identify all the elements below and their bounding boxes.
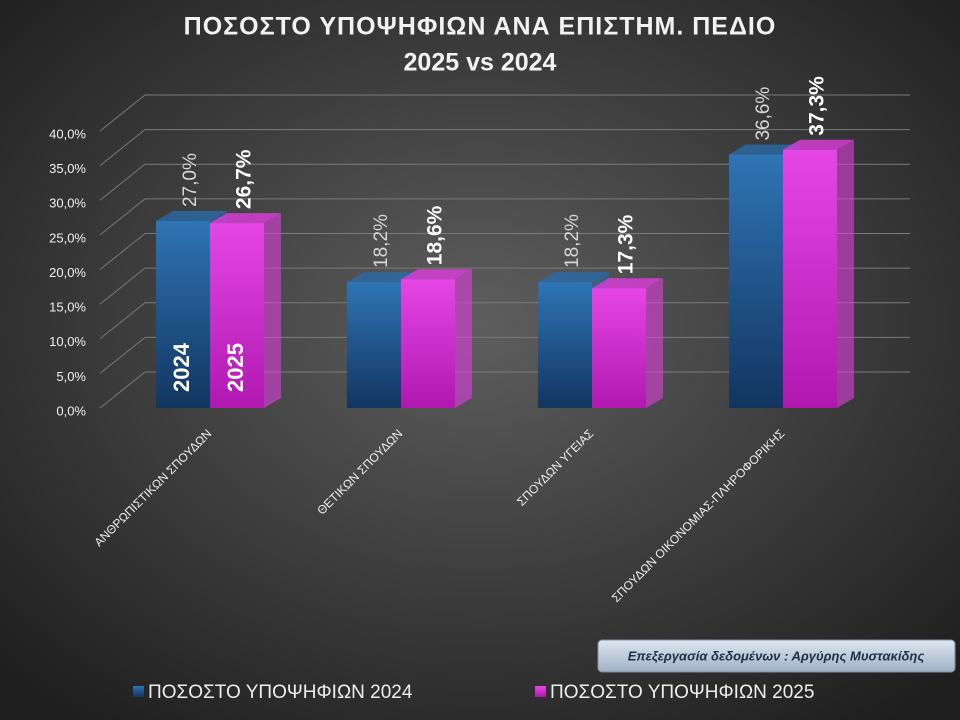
grid-line [99,129,910,167]
value-label: 26,7% [233,149,256,209]
bar-top [210,213,281,224]
y-tick-label: 25,0% [49,230,86,245]
grid-line [99,233,910,270]
bar-annotation: 2024 [169,342,194,392]
legend-swatch [133,686,144,697]
bar [401,279,455,408]
bar-side [837,139,854,408]
value-label: 36,6% [753,87,774,141]
y-tick-label: 15,0% [49,300,86,315]
bar-side [264,213,281,408]
y-tick-label: 0,0% [56,403,86,418]
bar-side [455,269,472,408]
y-tick-label: 30,0% [49,196,86,211]
bar [210,223,264,408]
y-tick-label: 5,0% [56,369,86,384]
bar-side [646,278,663,408]
legend-label: ΠΟΣΟΣΤΟ ΥΠΟΨΗΦΙΩΝ 2025 [550,682,814,703]
credit: Επεξεργασία δεδομένων : Αργύρης Μυστακίδ… [628,648,925,663]
legend-label: ΠΟΣΟΣΤΟ ΥΠΟΨΗΦΙΩΝ 2024 [148,682,413,703]
bar [156,221,210,408]
y-tick-label: 10,0% [49,334,86,349]
chart-title: ΠΟΣΟΣΤΟ ΥΠΟΨΗΦΙΩΝ ΑΝΑ ΕΠΙΣΤΗΜ. ΠΕΔΙΟ [184,13,777,41]
bar-top [156,211,227,222]
bar [729,154,783,408]
bar [538,281,592,408]
y-tick-label: 40,0% [49,126,86,141]
chart-subtitle: 2025 vs 2024 [404,49,557,77]
value-label: 37,3% [806,76,829,136]
grid-line [99,198,910,236]
bar [347,281,401,408]
y-tick-label: 20,0% [49,265,86,280]
value-label: 18,2% [562,214,583,268]
value-label: 18,6% [424,205,447,265]
bar-top [592,278,663,289]
credit-box [597,639,956,673]
y-tick-label: 35,0% [49,161,86,176]
value-label: 27,0% [180,153,201,207]
legend-swatch [535,686,546,697]
value-label: 17,3% [615,214,638,274]
bar-annotation: 2025 [223,343,248,392]
grid-line [99,267,910,305]
bar [783,149,837,408]
grid-line [99,94,910,132]
bar-top [347,271,418,282]
bar-top [783,139,854,150]
bar-top [401,269,472,280]
bar-top [729,144,800,155]
bar [592,288,646,408]
value-label: 18,2% [371,214,392,268]
bar-top [538,271,609,282]
grid-line [99,163,910,201]
